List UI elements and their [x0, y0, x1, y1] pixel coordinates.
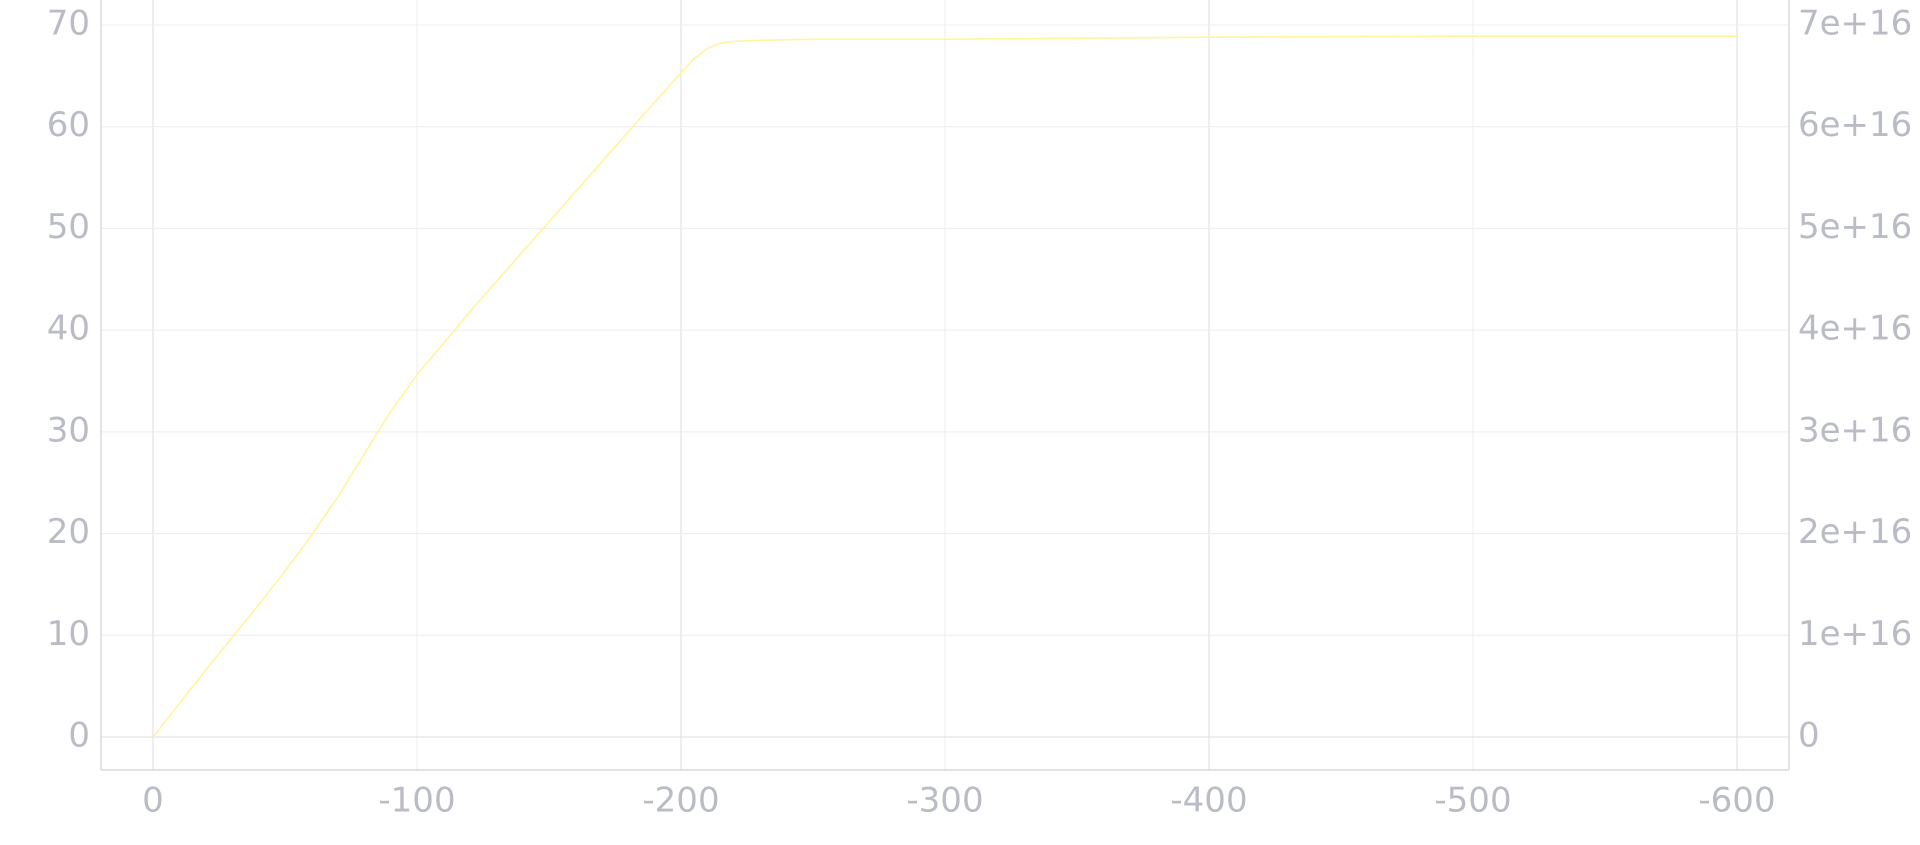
data-point: [1736, 35, 1739, 38]
data-point: [521, 250, 524, 253]
x-tick-label: -100: [378, 781, 455, 821]
data-point: [178, 702, 181, 705]
y-tick-label-left: 0: [68, 716, 90, 756]
y-tick-label-right: 3e+16: [1798, 410, 1912, 450]
data-point: [257, 603, 260, 606]
y-gridlines: [101, 24, 1789, 738]
data-point: [363, 453, 366, 456]
data-point: [310, 534, 313, 537]
data-point: [1472, 35, 1475, 38]
data-point: [1208, 36, 1211, 39]
y-tick-label-right: 6e+16: [1798, 105, 1912, 145]
data-point: [468, 310, 471, 313]
data-point: [706, 47, 709, 50]
x-tick-label: 0: [142, 781, 164, 821]
x-tick-label: -400: [1170, 781, 1247, 821]
y-tick-label-left: 40: [47, 309, 90, 349]
series-line: [152, 35, 1737, 738]
x-tick-label: -300: [906, 781, 983, 821]
x-tick-label: -200: [642, 781, 719, 821]
y-tick-label-left: 50: [47, 207, 90, 247]
y-tick-label-right: 7e+16: [1798, 4, 1912, 44]
data-point: [416, 373, 419, 376]
y-tick-label-left: 10: [47, 614, 90, 654]
x-tick-label: -600: [1698, 781, 1775, 821]
data-point: [812, 38, 815, 41]
data-point: [389, 410, 392, 413]
series-layer: [152, 35, 1739, 739]
x-tick-label: -500: [1434, 781, 1511, 821]
data-point: [759, 39, 762, 42]
y-tick-label-left: 30: [47, 410, 90, 450]
data-point: [693, 57, 696, 60]
x-tick-labels: 0 -100 -200 -300 -400 -500 -600: [142, 781, 1775, 821]
data-point: [719, 42, 722, 45]
y-tick-label-right: 5e+16: [1798, 207, 1912, 247]
data-point: [944, 38, 947, 41]
y-tick-label-left: 70: [47, 4, 90, 44]
data-point: [231, 636, 234, 639]
data-point: [574, 190, 577, 193]
y-tick-label-right: 1e+16: [1798, 614, 1912, 654]
data-point: [284, 570, 287, 573]
data-point: [680, 71, 683, 74]
data-point: [732, 40, 735, 43]
data-point: [627, 130, 630, 133]
x-gridlines: [152, 0, 1738, 770]
data-point: [152, 736, 155, 739]
y-tick-label-right: 2e+16: [1798, 512, 1912, 552]
y-tick-label-left: 60: [47, 105, 90, 145]
data-point: [204, 668, 207, 671]
y-tick-label-left: 20: [47, 512, 90, 552]
data-point: [336, 495, 339, 498]
y-tick-label-right: 0: [1798, 716, 1820, 756]
y-tick-label-right: 4e+16: [1798, 309, 1912, 349]
y-tick-labels-right: 0 1e+16 2e+16 3e+16 4e+16 5e+16 6e+16 7e+16: [1798, 4, 1912, 756]
y-tick-labels-left: 0 10 20 30 40 50 60 70: [47, 4, 90, 756]
